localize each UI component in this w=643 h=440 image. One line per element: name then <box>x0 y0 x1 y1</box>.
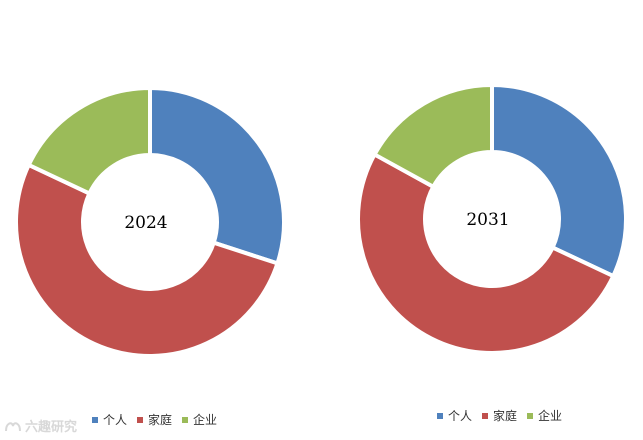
legend-label: 个人 <box>103 413 128 427</box>
legend-label: 企业 <box>193 413 218 427</box>
legend-item-enterprise: 企业 <box>527 407 562 424</box>
legend-label: 家庭 <box>493 409 518 423</box>
legend-swatch <box>482 412 489 419</box>
donut-slice-personal <box>148 85 286 266</box>
legend-label: 家庭 <box>148 413 173 427</box>
legend-item-personal: 个人 <box>437 407 472 424</box>
legend-label: 企业 <box>538 409 563 423</box>
legend-label: 个人 <box>448 409 473 423</box>
legend-2031: 个人 家庭 企业 <box>437 407 572 424</box>
legend-swatch <box>137 416 144 423</box>
legend-2024: 个人 家庭 企业 <box>92 411 227 428</box>
watermark-logo-icon <box>5 421 21 431</box>
donut-chart-2024: 2024 <box>14 85 286 358</box>
legend-swatch <box>527 412 534 419</box>
donut-slice-enterprise <box>371 82 494 190</box>
legend-swatch <box>437 412 443 419</box>
donut-slice-personal <box>490 82 628 279</box>
watermark: 六趣研究 <box>4 416 77 435</box>
legend-item-personal: 个人 <box>92 411 127 428</box>
donut-slice-family <box>14 162 280 358</box>
watermark-text: 六趣研究 <box>25 420 78 435</box>
legend-swatch <box>182 416 189 423</box>
legend-item-enterprise: 企业 <box>182 411 217 428</box>
donut-center-label: 2024 <box>124 213 167 233</box>
donut-slice-family <box>356 151 616 355</box>
legend-item-family: 家庭 <box>137 411 172 428</box>
legend-swatch <box>92 416 98 423</box>
legend-item-family: 家庭 <box>482 407 517 424</box>
donut-center-label: 2031 <box>466 210 509 230</box>
donut-chart-2031: 2031 <box>356 82 628 355</box>
donut-slice-enterprise <box>26 85 152 197</box>
